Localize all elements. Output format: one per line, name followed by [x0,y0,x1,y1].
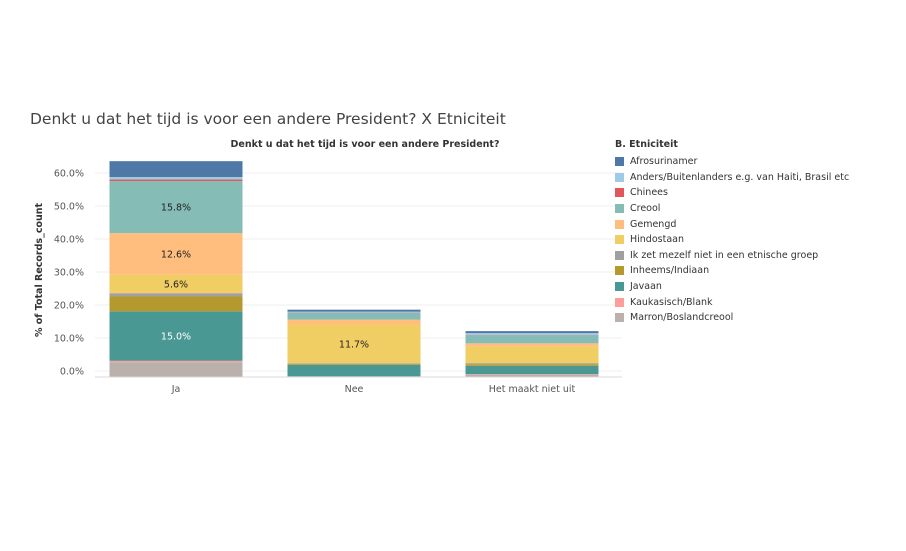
data-label: 12.6% [161,249,191,260]
x-tick-label: Nee [345,384,364,395]
legend-swatch [615,204,624,214]
bar-segment [287,363,421,364]
bar-segment [109,161,243,178]
bar-segment [465,333,599,335]
legend-item: Javaan [615,279,849,295]
bar-segment [109,180,243,234]
x-tick-label: Het maakt niet uit [489,384,576,395]
legend-swatch [615,219,624,229]
legend-item: Creool [615,201,849,217]
legend-swatch [615,172,624,182]
bar-segment [465,343,599,347]
legend-label: Gemengd [630,218,677,230]
bar-segment [287,324,421,364]
bar-segment [465,374,599,377]
legend-label: Javaan [630,281,662,293]
legend-label: Afrosurinamer [630,156,698,168]
data-label: 5.6% [164,279,188,290]
legend-label: Ik zet mezelf niet in een etnische groep [630,249,819,261]
data-label: 15.8% [161,203,191,214]
bar-segment [465,331,599,334]
legend-label: Creool [630,203,661,215]
bar-segment [465,335,599,344]
bar-segment [287,363,421,365]
legend-item: Ik zet mezelf niet in een etnische groep [615,248,849,264]
legend-label: Anders/Buitenlanders e.g. van Haiti, Bra… [630,171,850,183]
legend-swatch [615,313,624,323]
legend-swatch [615,266,624,276]
y-tick-label: 20.0% [54,301,84,312]
page-title: Denkt u dat het tijd is voor een andere … [30,110,506,128]
legend-item: Afrosurinamer [615,154,849,170]
y-axis-ticks: 0.0% 10.0% 20.0% 30.0% 40.0% 50.0% 60.0% [54,169,84,378]
x-axis-ticks: Ja Nee Het maakt niet uit [171,384,576,395]
legend-item: Anders/Buitenlanders e.g. van Haiti, Bra… [615,170,849,186]
legend: B. Etniciteit Afrosurinamer Anders/Buiten… [615,139,849,326]
legend-swatch [615,157,624,167]
legend-label: Inheems/Indiaan [630,265,710,277]
legend-swatch [615,235,624,245]
legend-item: Inheems/Indiaan [615,263,849,279]
y-tick-label: 50.0% [54,202,84,213]
bar-segment [287,309,421,312]
bar-segment [109,274,243,294]
legend-item: Hindostaan [615,232,849,248]
y-tick-label: 0.0% [60,367,84,378]
y-tick-label: 10.0% [54,334,84,345]
legend-item: Kaukasisch/Blank [615,294,849,310]
x-tick-label: Ja [171,384,181,395]
bar-segment [287,312,421,320]
bar-segment [287,311,421,313]
bar-segment [465,365,599,375]
chart-title: Denkt u dat het tijd is voor een andere … [231,139,500,150]
data-labels: 15.0% 5.6% 12.6% 15.8% 11.7% [161,203,369,351]
legend-item: Gemengd [615,216,849,232]
bar-segment [109,177,243,180]
legend-swatch [615,188,624,198]
legend-items: Afrosurinamer Anders/Buitenlanders e.g. v… [615,154,849,326]
legend-item: Chinees [615,185,849,201]
data-label: 11.7% [339,339,369,350]
bar-segment [109,311,243,361]
bars [109,161,599,377]
legend-item: Marron/Boslandcreool [615,310,849,326]
bar-segment [465,364,599,366]
bar-segment [109,293,243,297]
legend-label: Marron/Boslandcreool [630,312,734,324]
bar-segment [109,360,243,363]
legend-swatch [615,297,624,307]
bar-segment [109,179,243,181]
y-tick-label: 30.0% [54,268,84,279]
bar-segment [287,319,421,325]
y-axis-label: % of Total Records_count [34,203,45,338]
legend-swatch [615,250,624,260]
bar-segment [465,346,599,364]
bar-segment [465,363,599,365]
bar-segment [109,362,243,377]
bar-segment [287,364,421,377]
data-label: 15.0% [161,332,191,343]
y-tick-label: 60.0% [54,169,84,180]
bar-segment [109,296,243,312]
legend-label: Kaukasisch/Blank [630,296,713,308]
legend-label: Hindostaan [630,234,684,246]
legend-title: B. Etniciteit [615,139,678,150]
legend-label: Chinees [630,187,668,199]
legend-swatch [615,282,624,292]
y-tick-label: 40.0% [54,235,84,246]
bar-segment [109,233,243,275]
